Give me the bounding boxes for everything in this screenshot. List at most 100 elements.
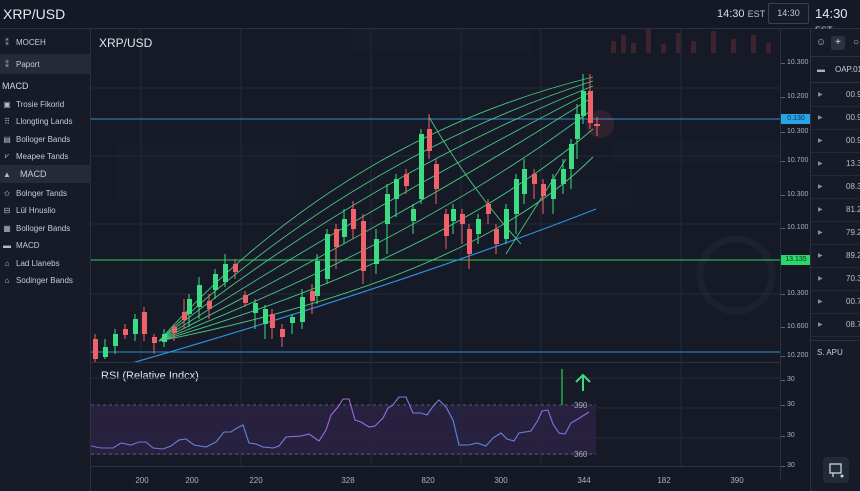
svg-text:360: 360 bbox=[574, 450, 588, 459]
fan-lines bbox=[158, 76, 594, 342]
sidebar-item-sodinger-bands[interactable]: ⌂ Sodinger Bands bbox=[0, 271, 91, 289]
price-axis[interactable]: 10.300 10.200 0.130 10.300 10.700 10.300… bbox=[780, 29, 811, 481]
watchlist-row[interactable]: ▶ 13.3 bbox=[811, 153, 860, 176]
chart-icon: ⩗ bbox=[4, 151, 10, 160]
sidebar-item-label: Trosie Fikorid bbox=[16, 99, 65, 109]
chevron-right-icon: ▶ bbox=[818, 299, 823, 305]
calendar-icon: ▣ bbox=[3, 99, 11, 109]
sidebar-item-lad-llanebs[interactable]: ⌂ Lad Llanebs bbox=[0, 254, 91, 272]
sidebar-item-label: Meapee Tands bbox=[16, 151, 69, 161]
watchlist-panel: ☺ + ○ ▬ OAP.01 ▶ 00.9 ▶ 00.9 ▶ 00.9 ▶ 13.3 ▶… bbox=[810, 29, 860, 491]
watchlist-value: 00.7 bbox=[846, 297, 860, 306]
sidebar-item-llongting-lands[interactable]: ⠿ Llongting Lands bbox=[0, 112, 91, 130]
monitor-icon: ▬ bbox=[3, 240, 11, 250]
price-label: 10.200 bbox=[780, 352, 809, 359]
watchlist-row[interactable]: ▶ 89.2 bbox=[811, 245, 860, 268]
comment-icon bbox=[829, 463, 844, 478]
price-label: 10.700 bbox=[780, 157, 809, 164]
time-label: 328 bbox=[341, 476, 355, 485]
sidebar-item-bolnger-tands[interactable]: ✩ Bolnger Tands bbox=[0, 184, 91, 202]
chevron-right-icon: ▶ bbox=[818, 138, 823, 144]
watchlist-row[interactable]: ▶ 00.9 bbox=[811, 130, 860, 153]
watchlist-row[interactable]: ▶ 70.3 bbox=[811, 268, 860, 291]
watchlist-value: 70.3 bbox=[846, 274, 860, 283]
time-label: 820 bbox=[421, 476, 435, 485]
sidebar-item-bolloger-bands[interactable]: ▤ Bolloger Bands bbox=[0, 130, 91, 148]
sidebar-item-label: Lül Hnuslio bbox=[16, 205, 56, 215]
watchlist-value: 89.2 bbox=[846, 251, 860, 260]
price-label: 10.600 bbox=[780, 323, 809, 330]
box-icon: ⊟ bbox=[3, 205, 11, 215]
chevron-right-icon: ▶ bbox=[818, 115, 823, 121]
grid-icon: ⠿ bbox=[4, 116, 10, 126]
sidebar-item-label: Bolnger Tands bbox=[16, 188, 67, 198]
clock-left-zone: EST bbox=[747, 9, 766, 19]
time-box-button[interactable]: 14:30 bbox=[768, 3, 809, 24]
watchlist-header-label: OAP.01 bbox=[835, 65, 860, 74]
price-label: 10.200 bbox=[780, 93, 809, 100]
price-chart[interactable]: XRP/USD bbox=[91, 29, 780, 362]
clock-left: 14:30 EST bbox=[717, 8, 765, 20]
watchlist-header: ▬ OAP.01 bbox=[811, 57, 860, 83]
sidebar-item-label: MOCEH bbox=[16, 37, 46, 47]
watchlist-value: 00.9 bbox=[846, 113, 860, 122]
chevron-right-icon: ▶ bbox=[818, 276, 823, 282]
triangle-icon: ▲ bbox=[3, 169, 11, 179]
chevron-right-icon: ▶ bbox=[818, 207, 823, 213]
arrow-up-icon bbox=[575, 373, 591, 391]
sidebar-item-bolloger-bands-2[interactable]: ▦ Bolloger Bands bbox=[0, 219, 91, 237]
rsi-band bbox=[91, 405, 596, 455]
sidebar-item-label: Bolloger Bands bbox=[16, 223, 71, 233]
trend-line bbox=[133, 208, 597, 362]
watchlist-value: 08.3 bbox=[846, 182, 860, 191]
smiley-icon[interactable]: ☺ bbox=[815, 37, 827, 48]
sidebar-item-macd-2[interactable]: ▬ MACD bbox=[0, 236, 91, 254]
watchlist-footer-label: S. APU bbox=[817, 348, 843, 357]
search-icon[interactable]: ○ bbox=[852, 37, 860, 48]
time-label: 344 bbox=[577, 476, 591, 485]
watchlist-row[interactable]: ▶ 08.3 bbox=[811, 176, 860, 199]
time-axis[interactable]: 200 200 220 328 820 300 344 182 390 bbox=[91, 466, 780, 491]
sidebar-item-label: MACD bbox=[16, 240, 40, 250]
sidebar-item-label: Paport bbox=[16, 59, 40, 69]
symbol-title: XRP/USD bbox=[3, 6, 66, 22]
comment-button[interactable] bbox=[823, 457, 849, 483]
svg-text:390: 390 bbox=[574, 401, 588, 410]
sidebar-item-trosie-fikorid[interactable]: ▣ Trosie Fikorid bbox=[0, 95, 91, 113]
price-label: 10.300 bbox=[780, 290, 809, 297]
sidebar-item-paport[interactable]: ⁑ Paport bbox=[0, 54, 91, 74]
sidebar-item-label: Llongting Lands bbox=[16, 116, 73, 126]
sidebar-item-macd-active[interactable]: ▲ MACD bbox=[0, 165, 91, 183]
clock-left-time: 14:30 bbox=[717, 8, 745, 20]
watchlist-value: 00.9 bbox=[846, 90, 860, 99]
add-symbol-button[interactable]: + bbox=[831, 36, 845, 50]
sidebar-item-label: Sodinger Bands bbox=[16, 275, 73, 285]
rsi-axis-label: 30 bbox=[781, 432, 795, 439]
sidebar-item-lul-hnuslio[interactable]: ⊟ Lül Hnuslio bbox=[0, 201, 91, 219]
watchlist-value: 08.7 bbox=[846, 320, 860, 329]
rsi-line bbox=[91, 396, 590, 450]
chevron-right-icon: ▶ bbox=[818, 161, 823, 167]
chevron-right-icon: ▶ bbox=[818, 184, 823, 190]
rsi-title: RSI (Relative Indcx) bbox=[101, 370, 199, 382]
price-label: 10.300 bbox=[780, 59, 809, 66]
watchlist-row[interactable]: ▶ 00.7 bbox=[811, 291, 860, 314]
rsi-chart: 390 360 bbox=[91, 363, 780, 467]
sidebar-item-meapee-tands[interactable]: ⩗ Meapee Tands bbox=[0, 147, 91, 165]
watchlist-row[interactable]: ▶ 00.9 bbox=[811, 84, 860, 107]
sidebar-item-mocen[interactable]: ⁑ MOCEH bbox=[0, 33, 91, 51]
indicator-sidebar: ⁑ MOCEH ⁑ Paport MACD ▣ Trosie Fikorid ⠿ Llo… bbox=[0, 29, 91, 491]
time-label: 390 bbox=[730, 476, 744, 485]
watchlist-value: 13.3 bbox=[846, 159, 860, 168]
rsi-axis-label: 30 bbox=[781, 401, 795, 408]
home-icon: ⌂ bbox=[4, 275, 10, 285]
top-bar: XRP/USD 14:30 EST 14:30 14:30 EST bbox=[0, 0, 860, 35]
rsi-panel[interactable]: RSI (Relative Indcx) 390 360 bbox=[91, 362, 780, 467]
rsi-axis-label: 30 bbox=[781, 462, 795, 469]
price-label: 10.300 bbox=[780, 128, 809, 135]
grid-icon: ⁑ bbox=[5, 37, 9, 47]
watchlist-row[interactable]: ▶ 81.2 bbox=[811, 199, 860, 222]
watchlist-row[interactable]: ▶ 79.2 bbox=[811, 222, 860, 245]
watchlist-row[interactable]: ▶ 08.7 bbox=[811, 314, 860, 337]
watchlist-row[interactable]: ▶ 00.9 bbox=[811, 107, 860, 130]
